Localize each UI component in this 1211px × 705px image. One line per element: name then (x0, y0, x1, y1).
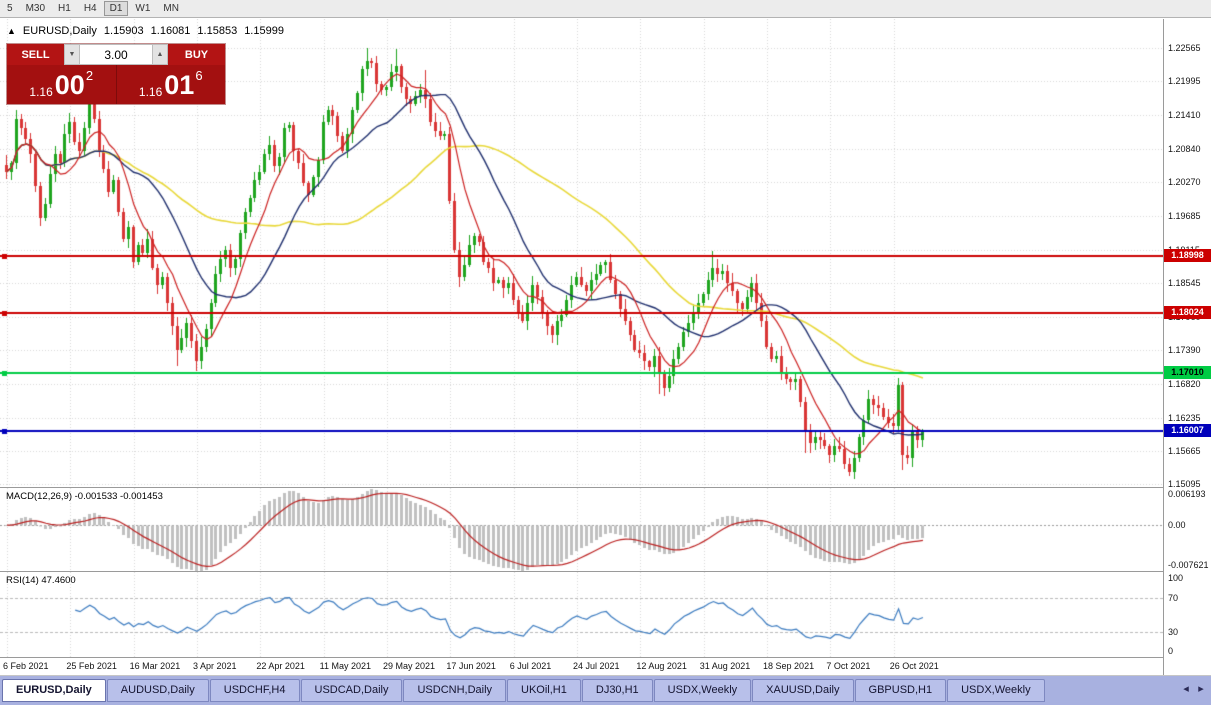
rsi-axis-label: 70 (1168, 592, 1179, 603)
period-button-h1[interactable]: H1 (52, 1, 77, 16)
ohlc-open: 1.15903 (103, 25, 144, 37)
time-axis: 6 Feb 2021 25 Feb 2021 16 Mar 2021 3 Apr 20… (0, 658, 1163, 675)
date-axis-label: 22 Apr 2021 (256, 661, 305, 671)
period-button-m30[interactable]: M30 (20, 1, 51, 16)
price-axis-label: 1.15095 (1168, 479, 1201, 490)
buy-price-prefix: 1.16 (138, 85, 163, 99)
rsi-axis-label: 0 (1168, 646, 1174, 656)
date-axis-label: 12 Aug 2021 (636, 661, 687, 671)
date-axis-label: 11 May 2021 (319, 661, 372, 671)
panel-separator[interactable] (0, 487, 1211, 488)
date-axis-label: 18 Sep 2021 (763, 661, 815, 671)
window-icon: ▲ (7, 25, 16, 36)
tab-gbpusd-h1[interactable]: GBPUSD,H1 (854, 679, 947, 702)
price-level-badge: 1.16007 (1164, 424, 1211, 438)
chart-window: 1.22565 1.21995 1.21410 1.20840 1.20270 1.196… (0, 19, 1211, 675)
price-axis-label: 1.15665 (1168, 446, 1201, 457)
period-button-h4[interactable]: H4 (78, 1, 103, 16)
macd-axis-label: -0.007621 (1168, 560, 1209, 570)
tab-usdcad-daily[interactable]: USDCAD,Daily (300, 679, 403, 702)
panel-separator[interactable] (0, 571, 1211, 572)
ohlc-close: 1.15999 (244, 25, 284, 37)
date-axis-label: 16 Mar 2021 (129, 661, 181, 671)
date-axis-label: 7 Oct 2021 (826, 661, 871, 671)
rsi-indicator-label: RSI(14) 47.4600 (6, 575, 76, 586)
price-axis-label: 1.19685 (1168, 211, 1201, 222)
price-level-badge: 1.17010 (1164, 365, 1211, 379)
buy-button[interactable]: BUY (168, 44, 225, 65)
tab-usdx-weekly[interactable]: USDX,Weekly (947, 679, 1045, 702)
chart-tab-bar: EURUSD,Daily AUDUSD,Daily USDCHF,H4 USDCAD,… (0, 675, 1211, 705)
tab-scroll-left-button[interactable]: ◂ (1179, 682, 1193, 695)
price-divider (115, 65, 117, 104)
volume-increase-button[interactable]: ▲ (152, 44, 168, 65)
date-axis-label: 3 Apr 2021 (193, 661, 237, 671)
tab-usdx-weekly[interactable]: USDX,Weekly (653, 679, 752, 702)
price-axis-label: 1.21410 (1168, 110, 1201, 121)
macd-indicator-label: MACD(12,26,9) -0.001533 -0.001453 (6, 491, 163, 502)
date-axis-label: 31 Aug 2021 (699, 661, 751, 671)
price-axis-label: 1.18545 (1168, 277, 1201, 288)
macd-axis-label: 0.006193 (1168, 489, 1206, 499)
ohlc-high: 1.16081 (150, 25, 191, 37)
tab-ukoil-h1[interactable]: UKOil,H1 (507, 679, 581, 702)
rsi-axis-label: 30 (1168, 626, 1179, 637)
volume-input[interactable] (80, 44, 152, 65)
chart-title-symbol: EURUSD,Daily (22, 25, 97, 37)
date-axis-label: 29 May 2021 (383, 661, 436, 671)
price-axis-label: 1.16235 (1168, 412, 1201, 423)
sell-price[interactable]: 1.16 00 2 (7, 65, 116, 104)
date-axis-label: 25 Feb 2021 (66, 661, 117, 671)
period-button-5[interactable]: 5 (1, 1, 19, 16)
price-axis-label: 1.16820 (1168, 378, 1201, 389)
price-axis-label: 1.20840 (1168, 143, 1201, 154)
macd-axis-label: 0.00 (1168, 520, 1186, 531)
date-axis-label: 6 Jul 2021 (509, 661, 552, 671)
date-axis-label: 24 Jul 2021 (573, 661, 620, 671)
tab-dj30-h1[interactable]: DJ30,H1 (581, 679, 653, 702)
sell-price-prefix: 1.16 (29, 85, 53, 99)
sell-price-sup: 2 (85, 68, 94, 83)
price-axis-label: 1.20270 (1168, 177, 1201, 188)
ohlc-low: 1.15853 (197, 25, 238, 37)
price-axis-label: 1.21995 (1168, 76, 1201, 87)
period-button-d1[interactable]: D1 (103, 1, 129, 16)
tab-usdchf-h4[interactable]: USDCHF,H4 (209, 679, 300, 702)
tab-eurusd-daily[interactable]: EURUSD,Daily (2, 679, 106, 702)
sell-button[interactable]: SELL (7, 44, 64, 65)
macd-panel-canvas[interactable] (0, 488, 1163, 571)
price-axis: 1.22565 1.21995 1.21410 1.20840 1.20270 1.196… (1163, 19, 1211, 675)
date-axis-label: 17 Jun 2021 (446, 661, 496, 671)
price-level-badge: 1.18998 (1164, 249, 1211, 263)
price-axis-label: 1.22565 (1168, 42, 1201, 53)
date-axis-label: 6 Feb 2021 (3, 661, 49, 671)
rsi-panel-canvas[interactable] (0, 572, 1163, 657)
buy-price[interactable]: 1.16 01 6 (117, 65, 226, 104)
period-button-w1[interactable]: W1 (129, 1, 156, 16)
tab-audusd-daily[interactable]: AUDUSD,Daily (106, 679, 209, 702)
buy-price-sup: 6 (195, 68, 203, 83)
price-axis-label: 1.17390 (1168, 345, 1201, 356)
date-axis-label: 26 Oct 2021 (889, 661, 939, 671)
tab-xauusd-daily[interactable]: XAUUSD,Daily (752, 679, 854, 702)
volume-decrease-button[interactable]: ▼ (64, 44, 80, 65)
tab-scroll-right-button[interactable]: ▸ (1194, 682, 1208, 695)
timeframe-toolbar: 5 M30 H1 H4 D1 W1 MN (0, 0, 1211, 18)
chart-title: ▲ EURUSD,Daily 1.15903 1.16081 1.15853 1… (7, 25, 284, 37)
tab-usdcnh-daily[interactable]: USDCNH,Daily (403, 679, 507, 702)
rsi-axis-label: 100 (1168, 573, 1184, 583)
panel-separator (0, 657, 1211, 658)
sell-price-big: 00 (54, 69, 85, 100)
price-level-badge: 1.18024 (1164, 306, 1211, 320)
buy-price-big: 01 (164, 69, 195, 100)
period-button-mn[interactable]: MN (157, 1, 185, 16)
